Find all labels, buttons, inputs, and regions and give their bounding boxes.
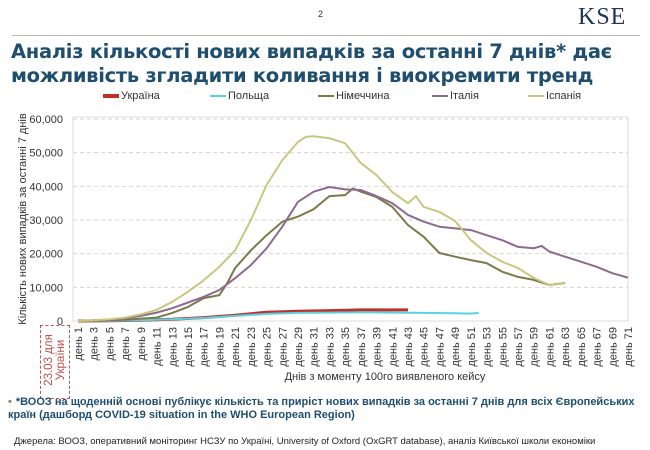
x-tick-label: день 49 — [450, 327, 462, 367]
x-tick-label: день 39 — [372, 327, 384, 367]
x-tick-label: день 67 — [592, 327, 604, 367]
series-line-Іспанія — [77, 135, 566, 322]
x-tick-label: день 51 — [466, 327, 478, 367]
x-tick-label: день 25 — [262, 327, 274, 367]
page-number: 2 — [318, 9, 324, 19]
x-tick-label: день 13 — [167, 327, 179, 367]
x-tick-label: день 53 — [482, 327, 494, 367]
x-tick-label: день 19 — [214, 327, 226, 367]
bullet-icon: • — [8, 396, 12, 408]
x-tick-label: день 9 — [136, 327, 148, 361]
legend-swatch — [432, 95, 448, 97]
x-tick-label: день 17 — [199, 327, 211, 367]
x-tick-label: день 65 — [576, 327, 588, 367]
annotation-text: 23.03 для України — [43, 334, 67, 386]
legend-label: Німеччина — [336, 90, 390, 102]
x-tick-label: день 37 — [356, 327, 368, 367]
x-tick-label: день 69 — [607, 327, 619, 367]
x-tick-label: день 43 — [403, 327, 415, 367]
x-tick-label: день 63 — [560, 327, 572, 367]
legend-item: Німеччина — [318, 90, 390, 102]
legend-swatch — [103, 94, 119, 98]
y-tick-label: 50,000 — [29, 148, 63, 160]
x-tick-label: день 11 — [152, 327, 164, 366]
footnote: • *ВООЗ на щоденній основі публікує кільк… — [8, 396, 638, 422]
x-tick-label: день 31 — [309, 327, 321, 367]
x-tick-label: день 27 — [277, 327, 289, 367]
y-tick-label: 60,000 — [29, 114, 63, 126]
x-tick-label: день 57 — [513, 327, 525, 367]
series-line-Німеччина — [77, 187, 566, 322]
x-tick-label: день 1 — [73, 327, 85, 361]
kse-logo: KSE — [578, 4, 627, 30]
legend-item: Іспанія — [528, 90, 581, 102]
sources-text: Джерела: ВООЗ, оперативний моніторинг НС… — [14, 436, 596, 447]
y-tick-label: 40,000 — [29, 181, 63, 193]
y-tick-label: 10,000 — [29, 282, 63, 294]
series-line-Польща — [77, 311, 479, 322]
y-tick-label: 0 — [57, 316, 63, 328]
ukraine-start-annotation: 23.03 для України — [40, 325, 70, 399]
x-tick-label: день 41 — [387, 327, 399, 367]
x-axis-label: Днів з моменту 100го виявленого кейсу — [284, 371, 486, 383]
legend-swatch — [210, 95, 226, 97]
plot-area — [72, 116, 629, 322]
legend-label: Україна — [121, 90, 160, 102]
header-divider — [12, 35, 640, 36]
x-tick-label: день 23 — [246, 327, 258, 367]
x-tick-label: день 3 — [89, 327, 101, 361]
footnote-text: *ВООЗ на щоденній основі публікує кількі… — [8, 396, 635, 421]
x-tick-label: день 55 — [497, 327, 509, 367]
legend-swatch — [528, 95, 544, 97]
x-tick-label: день 71 — [623, 327, 635, 367]
chart-legend: Україна Польща Німеччина Італія Іспанія — [0, 90, 650, 104]
y-axis-label: Кількість нових випадків за останні 7 дн… — [17, 113, 29, 325]
slide-title: Аналіз кількості нових випадків за остан… — [11, 40, 612, 87]
legend-item: Польща — [210, 90, 269, 102]
x-tick-label: день 33 — [324, 327, 336, 367]
x-tick-label: день 61 — [544, 327, 556, 367]
x-tick-label: день 29 — [293, 327, 305, 367]
legend-label: Іспанія — [546, 90, 582, 102]
series-line-Італія — [77, 186, 629, 322]
x-tick-label: день 59 — [529, 327, 541, 367]
legend-label: Польща — [228, 90, 270, 102]
legend-item: Україна — [103, 90, 160, 102]
x-tick-label: день 21 — [230, 327, 242, 367]
legend-item: Італія — [432, 90, 479, 102]
x-tick-label: день 15 — [183, 327, 195, 367]
legend-label: Італія — [450, 90, 479, 102]
x-tick-label: день 45 — [419, 327, 431, 367]
x-tick-label: день 5 — [104, 327, 116, 361]
legend-swatch — [318, 95, 334, 97]
y-tick-label: 30,000 — [29, 215, 63, 227]
x-tick-label: день 35 — [340, 327, 352, 367]
x-tick-label: день 47 — [434, 327, 446, 367]
y-tick-label: 20,000 — [29, 249, 63, 261]
x-tick-label: день 7 — [120, 327, 132, 361]
